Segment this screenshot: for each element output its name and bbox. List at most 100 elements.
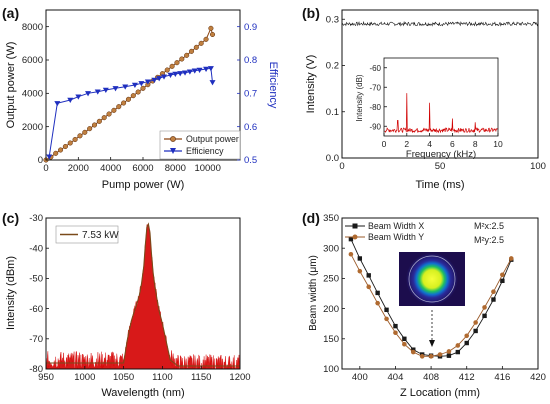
output-power-point: [179, 56, 185, 62]
panel-b-y-ticklabel: 0.0: [326, 153, 339, 164]
beam-width-x-point: [384, 307, 389, 313]
efficiency-point: [167, 72, 174, 78]
efficiency-point: [85, 91, 92, 97]
panel-c-y-ticklabel: -70: [29, 334, 43, 345]
output-power-point: [140, 85, 146, 91]
efficiency-point: [151, 77, 158, 83]
panel-c-ylabel: Intensity (dBm): [5, 256, 17, 330]
panel-d-frame: [341, 217, 539, 370]
efficiency-point: [186, 69, 193, 75]
panel-d-x-ticklabel: 400: [352, 372, 368, 383]
m2y-annotation: M²y:2.5: [474, 235, 504, 245]
output-power-point: [91, 122, 98, 128]
panel-d-x-ticklabel: 408: [423, 372, 439, 383]
beam-width-x-point: [464, 340, 469, 346]
efficiency-point: [46, 154, 53, 160]
panel-a-legend: Output power Efficiency: [159, 130, 241, 160]
panel-d-x-ticklabel: 404: [388, 372, 404, 383]
panel-d-x-ticklabel: 416: [494, 372, 510, 383]
output-power-point: [125, 96, 131, 102]
inset-y-ticklabel: -90: [369, 122, 381, 131]
beam-width-x-point: [393, 323, 398, 329]
efficiency-point: [182, 70, 189, 76]
efficiency-point: [207, 66, 214, 72]
legend-output-label: Output power: [186, 134, 239, 144]
intensity-trace: [341, 20, 539, 27]
output-power-point: [82, 129, 88, 135]
efficiency-point: [144, 79, 151, 85]
panel-c-y-ticklabel: -60: [29, 304, 43, 315]
efficiency-point: [131, 82, 138, 88]
inset-x-ticklabel: 2: [404, 139, 409, 149]
panel-a-x-ticklabel: 4000: [100, 163, 121, 174]
panel-c-x-ticklabel: 950: [38, 372, 54, 383]
beam-width-y-point: [446, 349, 452, 354]
inset-x-ticklabel: 8: [473, 139, 478, 149]
efficiency-point: [156, 76, 163, 82]
panel-d-x-ticklabel: 420: [530, 372, 546, 383]
panel-c-y-ticklabel: -80: [29, 364, 43, 375]
efficiency-point: [122, 84, 129, 90]
panel-c-x-ticklabel: 1050: [113, 372, 134, 383]
panel-b-xlabel: Time (ms): [415, 179, 464, 191]
panel-d-x-ticklabel: 412: [459, 372, 475, 383]
panel-a-y-ticklabel: 8000: [22, 22, 43, 33]
output-power-point: [53, 150, 59, 156]
output-power-point: [96, 118, 102, 124]
beam-width-x-point: [455, 349, 461, 355]
inset-x-ticklabel: 0: [382, 139, 387, 149]
inset-ylabel: Intensity (dB): [355, 74, 364, 121]
beam-width-y-point: [366, 284, 372, 290]
panel-c-y-ticklabel: -50: [29, 274, 43, 285]
output-power-point: [121, 100, 127, 106]
output-power-point: [87, 126, 93, 132]
efficiency-point: [196, 67, 203, 73]
panel-a-x-ticklabel: 8000: [165, 163, 186, 174]
panel-b-y-ticklabel: 0.1: [326, 107, 339, 118]
beam-width-y-point: [419, 354, 425, 359]
panel-b: (b) 0 50 1000.00.10.20.3 Time (ms) Intensi…: [302, 5, 546, 191]
inset-y-ticklabel: -60: [369, 64, 381, 73]
efficiency-point: [54, 101, 61, 107]
beam-width-y-point: [357, 268, 363, 274]
panel-a-y2-ticklabel: 0.9: [244, 22, 257, 33]
output-power-point: [164, 67, 170, 73]
output-power-point: [208, 25, 214, 31]
spectrum-noise-fill: [45, 224, 241, 370]
beam-width-y-point: [482, 305, 487, 310]
output-power-point: [58, 147, 64, 153]
efficiency-point: [75, 94, 82, 100]
output-power-point: [67, 140, 73, 146]
panel-a-xlabel: Pump power (W): [102, 179, 185, 191]
panel-a-ylabel: Output power (W): [5, 42, 17, 129]
beam-width-x-point: [446, 353, 452, 358]
beam-width-y-point: [473, 320, 478, 325]
beam-width-x-point: [402, 336, 407, 341]
inset-x-ticklabel: 6: [450, 139, 455, 149]
panel-c: (c) 950 1000 1050 1100 1150 1200 -80 -70 -60 -50 -…: [2, 210, 251, 399]
panel-d-legend: Beam Width X Beam Width Y M²x:2.5 M²y:2.…: [345, 221, 504, 245]
beam-width-y-point: [455, 343, 461, 348]
beam-width-x-point: [375, 290, 380, 296]
panel-b-ylabel: Intensity (V): [305, 55, 317, 114]
output-power-point: [72, 136, 78, 143]
inset-x-ticklabel: 4: [427, 139, 432, 149]
output-power-point: [130, 93, 136, 99]
panel-c-x-ticklabel: 1200: [229, 372, 250, 383]
efficiency-point: [191, 68, 198, 74]
panel-d-xlabel: Z Location (mm): [400, 387, 480, 399]
efficiency-point: [209, 80, 216, 86]
beam-width-y-point: [500, 272, 505, 278]
inset-xlabel: Frequency (kHz): [406, 149, 476, 160]
panel-d: (d) 400 404 408 412 416 420 100 150 200 250 300 350…: [302, 210, 546, 399]
beam-width-y-point: [464, 333, 470, 339]
efficiency-point: [203, 66, 210, 72]
legend-d-y-label: Beam Width Y: [368, 232, 424, 242]
panel-b-x-ticklabel: 100: [530, 161, 546, 172]
panel-a-y2label: Efficiency: [267, 62, 279, 109]
efficiency-point: [102, 87, 109, 93]
panel-b-x-ticklabel: 50: [435, 161, 446, 172]
panel-a-x-ticklabel: 2000: [68, 163, 89, 174]
panel-a-x-ticklabel: 6000: [132, 163, 153, 174]
panel-a-y2-ticklabel: 0.5: [244, 155, 257, 166]
